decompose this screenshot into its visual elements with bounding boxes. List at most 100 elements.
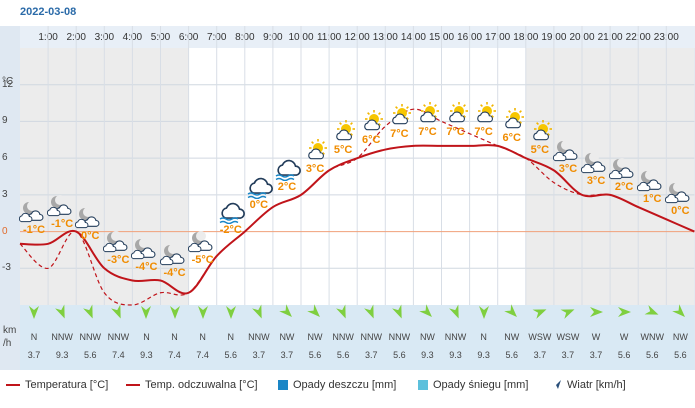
- wind-speed: 5.6: [617, 350, 631, 360]
- wind-direction: N: [171, 332, 178, 342]
- sun-cloud-icon: [356, 109, 386, 134]
- cloud-night-icon: [637, 169, 667, 193]
- wind-speed: 3.7: [533, 350, 547, 360]
- cloud-night-icon: [609, 157, 639, 181]
- wind-direction: NW: [672, 332, 688, 342]
- wind-speed: 9.3: [421, 350, 434, 360]
- rain-fog-cloud-icon: [272, 157, 302, 182]
- temperature-label: 0°C: [671, 205, 690, 218]
- wind-direction: W: [591, 332, 601, 342]
- legend-feel: Temp. odczuwalna [°C]: [126, 379, 258, 391]
- wind-speed: 5.6: [83, 350, 97, 360]
- cloud-night-icon: [18, 200, 49, 224]
- legend-temp-line: [6, 384, 20, 387]
- wind-direction: WNW: [640, 332, 665, 342]
- wind-speed: 5.6: [505, 350, 518, 360]
- wind-arrow-icon: [26, 304, 42, 320]
- y-tick-label: 12: [2, 78, 14, 90]
- temperature-label: 0°C: [249, 199, 269, 212]
- wind-speed: 3.7: [589, 350, 603, 360]
- temperature-label: 7°C: [418, 125, 437, 138]
- temperature-label: -4°C: [135, 260, 158, 273]
- wind-speed: 7.4: [168, 350, 181, 360]
- legend-rain-swatch: [278, 380, 288, 391]
- wind-direction: NNW: [107, 332, 130, 342]
- sun-cloud-icon: [469, 101, 499, 126]
- wind-direction: NNW: [248, 332, 270, 342]
- y-axis-unit: °C: [2, 76, 14, 87]
- wind-unit-km: km: [3, 325, 17, 336]
- wind-direction: NW: [504, 332, 520, 342]
- cloud-night-icon: [75, 206, 105, 230]
- wind-direction: NW: [419, 332, 435, 342]
- sun-cloud-icon: [412, 101, 442, 126]
- temperature-label: 3°C: [305, 162, 325, 175]
- wind-arrow-icon: [138, 304, 154, 320]
- temperature-label: 3°C: [586, 174, 606, 187]
- legend-temp-label: Temperatura [°C]: [25, 379, 109, 391]
- forecast-date: 2022-03-08: [20, 6, 77, 18]
- wind-direction: NNW: [79, 332, 102, 342]
- temperature-label: 7°C: [474, 125, 493, 138]
- temperature-chart: [19, 26, 695, 306]
- wind-direction: N: [199, 332, 206, 342]
- wind-arrow-icon: [110, 304, 126, 320]
- temperature-label: -1°C: [51, 217, 74, 230]
- cloud-night-icon: [47, 194, 77, 218]
- cloud-night-icon: [552, 139, 583, 163]
- wind-arrow-icon: [672, 304, 688, 320]
- wind-direction: WSW: [528, 332, 552, 342]
- wind-speed: 5.6: [336, 350, 350, 360]
- wind-speed: 9.3: [449, 350, 462, 360]
- y-tick-label: 3: [2, 188, 8, 200]
- sun-cloud-icon: [441, 101, 471, 126]
- wind-direction: N: [480, 332, 487, 342]
- wind-arrow-icon: [419, 304, 435, 320]
- wind-speed: 5.6: [224, 350, 237, 360]
- wind-arrow-icon: [616, 304, 632, 320]
- wind-arrow-icon: [476, 304, 492, 320]
- temperature-label: 1°C: [643, 193, 662, 206]
- cloud-night-icon: [103, 230, 133, 254]
- wind-direction: W: [619, 332, 629, 342]
- temperature-label: 7°C: [390, 127, 409, 140]
- sun-cloud-icon: [384, 103, 414, 128]
- wind-arrow-icon: [82, 304, 98, 320]
- wind-arrow-icon: [588, 304, 604, 320]
- sun-cloud-icon: [525, 120, 555, 144]
- wind-speed: 7.4: [196, 350, 209, 360]
- temperature-label: 6°C: [502, 132, 521, 145]
- wind-speed: 5.6: [674, 350, 687, 360]
- temperature-label: 5°C: [530, 144, 550, 157]
- legend-feel-label: Temp. odczuwalna [°C]: [145, 379, 258, 391]
- temperature-label: -4°C: [163, 266, 186, 279]
- wind-direction: NNW: [360, 332, 383, 342]
- temperature-label: 6°C: [362, 133, 381, 146]
- wind-unit-label: km /h: [3, 324, 16, 350]
- wind-direction: WSW: [556, 332, 580, 342]
- chart-legend: Temperatura [°C] Temp. odczuwalna [°C] O…: [0, 373, 695, 397]
- legend-wind: Wiatr [km/h]: [550, 379, 626, 391]
- wind-arrow-icon: [532, 304, 548, 320]
- wind-speed: 5.6: [308, 350, 322, 360]
- wind-speed: 3.7: [561, 350, 575, 360]
- wind-speed: 9.3: [477, 350, 490, 360]
- y-tick-label: 6: [2, 152, 8, 164]
- sun-cloud-icon: [300, 138, 330, 163]
- wind-unit-h: /h: [3, 338, 12, 349]
- wind-direction: NW: [279, 332, 295, 342]
- rain-fog-cloud-icon: [216, 200, 246, 224]
- legend-feel-line: [126, 384, 140, 387]
- legend-snow-swatch: [418, 380, 428, 391]
- temperature-label: 3°C: [558, 162, 578, 175]
- temperature-label: -3°C: [107, 254, 130, 267]
- wind-arrow-icon: [448, 304, 464, 320]
- legend-temp: Temperatura [°C]: [6, 379, 108, 391]
- cloud-night-icon: [187, 230, 218, 254]
- wind-arrow-icon: [644, 304, 660, 320]
- cloud-night-icon: [580, 151, 611, 175]
- cloud-night-icon: [131, 237, 161, 261]
- legend-rain: Opady deszczu [mm]: [278, 379, 396, 391]
- wind-direction: NNW: [444, 332, 467, 342]
- sun-cloud-icon: [328, 120, 358, 144]
